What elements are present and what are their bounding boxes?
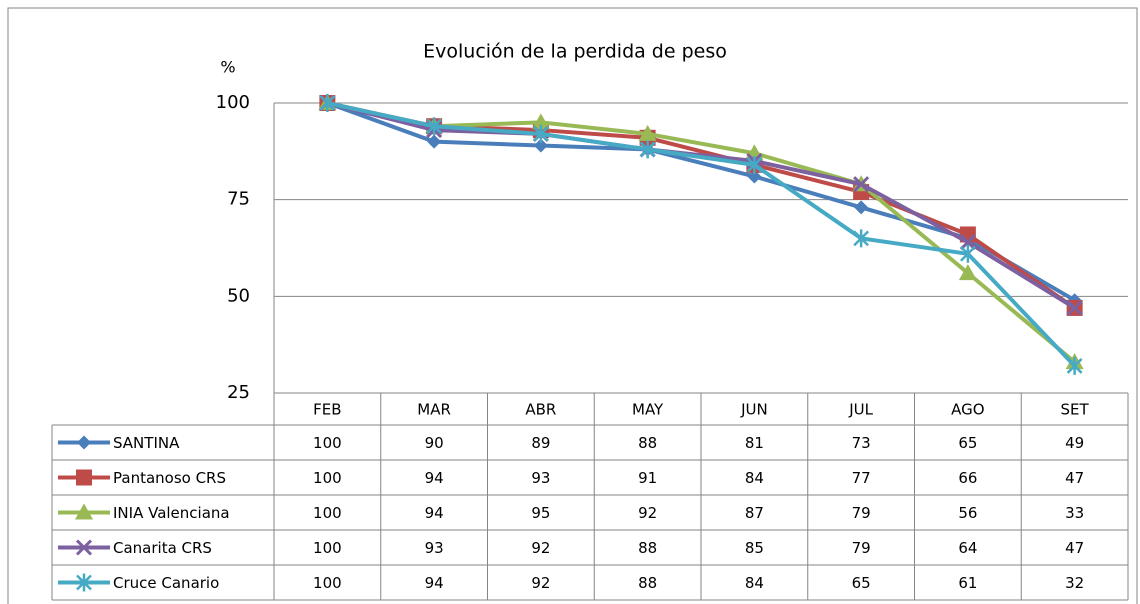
x-tick-label: FEB (313, 401, 341, 419)
data-point (639, 140, 656, 159)
table-value: 33 (1065, 504, 1084, 522)
table-value: 84 (745, 574, 764, 592)
legend-label: Canarita CRS (113, 539, 212, 557)
x-tick-label: MAR (417, 401, 451, 419)
data-point (1066, 299, 1083, 316)
data-point (1066, 356, 1083, 375)
data-point (747, 169, 762, 184)
chart-border (7, 7, 1138, 604)
table-value: 47 (1065, 469, 1084, 487)
table-value: 32 (1065, 574, 1084, 592)
table-value: 88 (638, 574, 657, 592)
chart-title: Evolución de la perdida de peso (423, 41, 727, 63)
data-point (426, 117, 443, 136)
x-tick-label: SET (1061, 401, 1090, 419)
table-value: 100 (313, 469, 342, 487)
y-tick-label: 25 (227, 382, 250, 403)
legend-label: Pantanoso CRS (113, 469, 226, 487)
y-tick-label: 100 (216, 92, 250, 113)
table-value: 61 (958, 574, 977, 592)
table-value: 94 (425, 504, 444, 522)
legend-label: SANTINA (113, 434, 180, 452)
table-value: 79 (852, 504, 871, 522)
table-value: 47 (1065, 539, 1084, 557)
table-value: 93 (531, 469, 550, 487)
y-axis-label: % (220, 58, 235, 77)
table-value: 84 (745, 469, 764, 487)
table-value: 100 (313, 539, 342, 557)
data-point (533, 138, 548, 153)
data-point (958, 264, 977, 281)
table-value: 89 (531, 434, 550, 452)
table-value: 92 (531, 574, 550, 592)
table-value: 95 (531, 504, 550, 522)
table-value: 92 (638, 504, 657, 522)
table-value: 81 (745, 434, 764, 452)
table-value: 94 (425, 469, 444, 487)
data-point (853, 176, 870, 193)
x-tick-label: ABR (525, 401, 556, 419)
y-tick-label: 50 (227, 285, 250, 306)
table-value: 49 (1065, 434, 1084, 452)
table-value: 73 (852, 434, 871, 452)
table-value: 79 (852, 539, 871, 557)
legend-label: Cruce Canario (113, 574, 219, 592)
table-value: 88 (638, 434, 657, 452)
legend-marker (75, 539, 93, 556)
legend-marker (77, 435, 91, 450)
data-point (319, 94, 336, 112)
table-value: 92 (531, 539, 550, 557)
table-value: 77 (852, 469, 871, 487)
table-value: 90 (425, 434, 444, 452)
table-value: 100 (313, 434, 342, 452)
table-value: 65 (852, 574, 871, 592)
table-value: 100 (313, 504, 342, 522)
x-tick-label: JUN (740, 401, 768, 419)
table-value: 65 (958, 434, 977, 452)
table-value: 100 (313, 574, 342, 592)
table-value: 56 (958, 504, 977, 522)
data-point (959, 234, 976, 251)
legend-marker (76, 469, 92, 486)
data-point (638, 124, 657, 141)
table-value: 88 (638, 539, 657, 557)
x-tick-label: JUL (848, 401, 873, 419)
legend-marker (76, 573, 92, 592)
table-value: 87 (745, 504, 764, 522)
table-value: 93 (425, 539, 444, 557)
legend-label: INIA Valenciana (113, 504, 230, 522)
table-value: 91 (638, 469, 657, 487)
data-point (959, 244, 976, 263)
x-tick-label: MAY (632, 401, 664, 419)
data-point (853, 229, 870, 248)
table-value: 66 (958, 469, 977, 487)
data-point (854, 200, 869, 215)
data-point (532, 124, 549, 143)
data-point (746, 155, 763, 174)
series-line (326, 101, 1077, 368)
data-point (531, 113, 550, 130)
x-tick-label: AGO (951, 401, 984, 419)
legend-marker (75, 503, 93, 520)
data-point (427, 134, 442, 149)
table-value: 94 (425, 574, 444, 592)
table-value: 64 (958, 539, 977, 557)
table-value: 85 (745, 539, 764, 557)
y-tick-label: 75 (227, 189, 250, 210)
